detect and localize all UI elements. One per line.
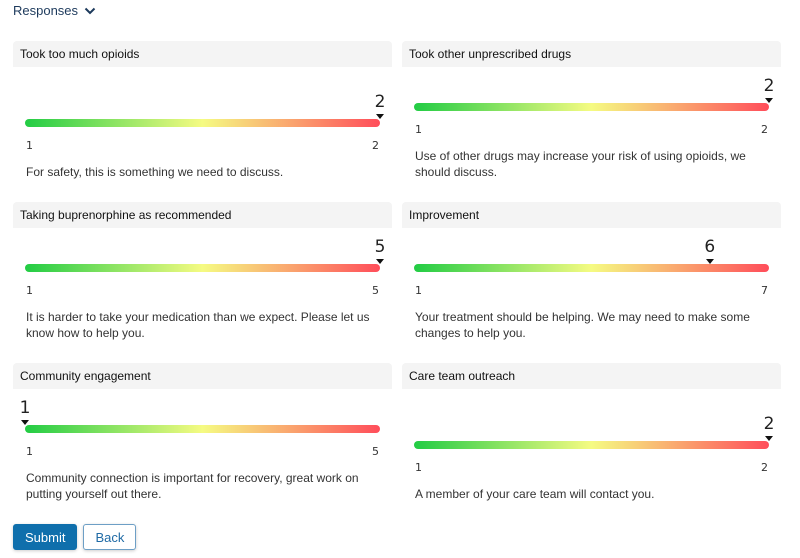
card-title: Improvement [402,202,781,228]
score-marker-icon [705,259,714,264]
response-card: Taking buprenorphine as recommended 5 1 … [13,202,392,363]
card-message: Community connection is important for re… [26,471,359,501]
score-scale: 2 [414,76,774,122]
score-marker-icon [376,114,384,119]
score-scale: 2 [25,92,385,138]
card-title: Taking buprenorphine as recommended [13,202,392,228]
responses-toggle[interactable]: Responses [13,3,96,18]
card-title: Care team outreach [402,363,781,389]
score-marker-icon [21,420,29,425]
response-card: Care team outreach 2 1 2 A member of you… [402,363,781,524]
score-gradient-bar [25,119,380,127]
card-title: Took too much opioids [13,41,392,67]
scale-min: 1 [26,445,33,458]
card-message: For safety, this is something we need to… [26,165,284,179]
scale-max: 2 [372,139,379,152]
scale-min: 1 [26,284,33,297]
score-gradient-bar [414,103,769,111]
scale-max: 5 [372,284,379,297]
scale-max: 2 [761,123,768,136]
back-button[interactable]: Back [83,524,137,550]
scale-max: 7 [761,284,768,297]
card-title: Took other unprescribed drugs [402,41,781,67]
card-message: A member of your care team will contact … [415,487,655,501]
card-message: Your treatment should be helping. We may… [415,310,750,340]
score-gradient-bar [25,264,380,272]
scale-max: 2 [761,461,768,474]
scale-min: 1 [415,461,422,474]
card-message: It is harder to take your medication tha… [26,310,370,340]
score-gradient-bar [25,425,380,433]
score-gradient-bar [414,441,769,449]
score-value: 2 [763,414,775,434]
response-card: Improvement 6 1 7 Your treatment should … [402,202,781,363]
responses-grid: Took too much opioids 2 1 2 For safety, … [13,41,781,524]
score-value: 1 [19,398,31,418]
response-card: Community engagement 1 1 5 Community con… [13,363,392,524]
score-scale: 5 [25,237,385,283]
scale-min: 1 [415,284,422,297]
score-scale: 2 [414,414,774,460]
card-message: Use of other drugs may increase your ris… [415,149,746,179]
score-scale: 1 [20,398,380,444]
response-card: Took other unprescribed drugs 2 1 2 Use … [402,41,781,202]
scale-min: 1 [415,123,422,136]
score-marker-icon [765,436,773,441]
score-value: 6 [704,237,716,257]
card-title: Community engagement [13,363,392,389]
score-marker-icon [765,98,773,103]
response-card: Took too much opioids 2 1 2 For safety, … [13,41,392,202]
score-marker-icon [376,259,384,264]
submit-button[interactable]: Submit [13,524,78,550]
score-value: 5 [374,237,386,257]
score-value: 2 [374,92,386,112]
responses-label: Responses [13,3,79,18]
scale-max: 5 [372,445,379,458]
score-value: 2 [763,76,775,96]
scale-min: 1 [26,139,33,152]
score-gradient-bar [414,264,769,272]
score-scale: 6 [414,237,769,283]
chevron-down-icon [84,7,96,14]
